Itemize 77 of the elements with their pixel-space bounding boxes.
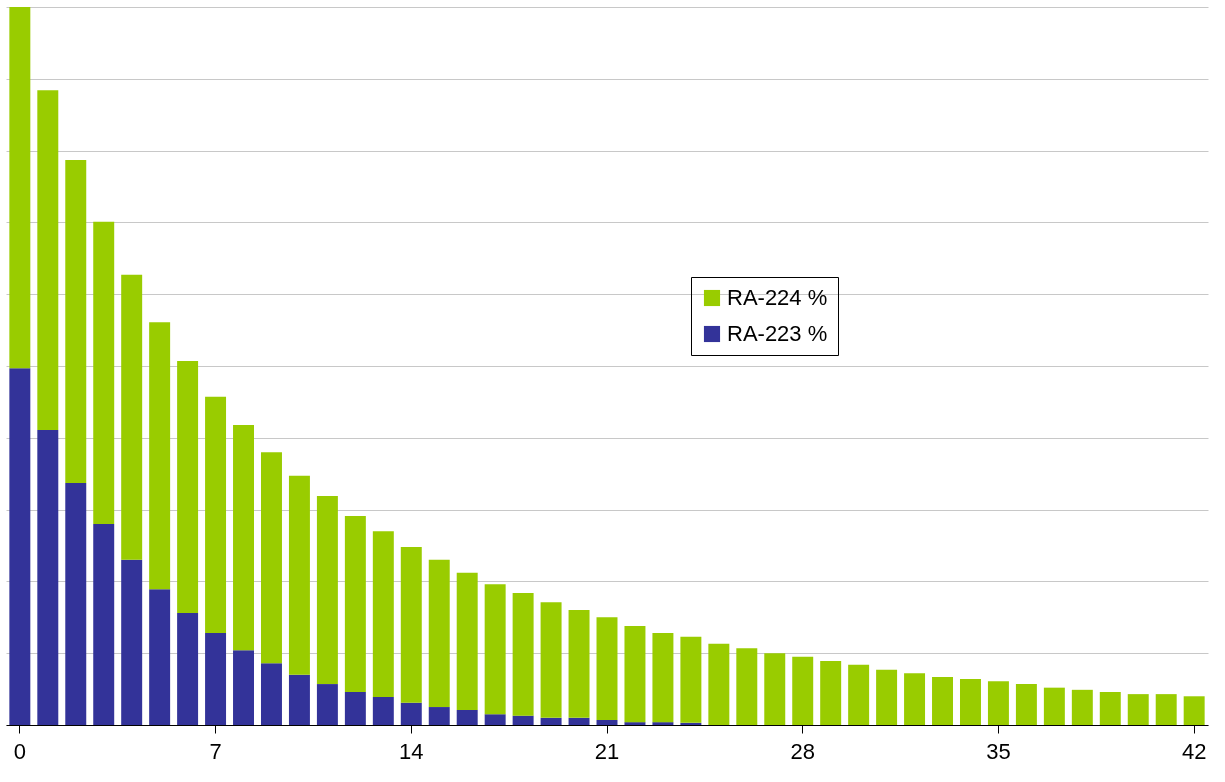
bar — [680, 636, 702, 723]
bar — [540, 717, 562, 725]
bar — [372, 531, 394, 697]
bar — [792, 656, 814, 725]
bar — [456, 709, 478, 725]
bar — [261, 663, 282, 725]
bar — [121, 559, 143, 725]
bar — [624, 625, 646, 723]
bar — [93, 523, 115, 725]
bar — [848, 664, 870, 725]
bar — [652, 722, 674, 725]
bar — [177, 360, 199, 613]
bar — [316, 495, 338, 685]
bar — [428, 707, 450, 725]
bar — [1155, 694, 1177, 725]
bar — [512, 592, 534, 716]
bar — [288, 674, 310, 725]
bar — [959, 679, 981, 725]
bar — [540, 602, 562, 718]
bar — [1127, 694, 1149, 725]
bar — [65, 159, 87, 484]
x-tick-label: 28 — [790, 738, 815, 764]
bar — [372, 697, 394, 725]
bar — [1183, 696, 1205, 725]
bar — [288, 475, 310, 675]
bar — [233, 650, 255, 725]
bar — [316, 684, 338, 725]
bar — [233, 424, 255, 651]
bar — [596, 719, 618, 725]
bar — [708, 643, 730, 725]
bar — [400, 546, 422, 703]
legend-label: RA-223 % — [727, 321, 828, 346]
bar — [37, 429, 59, 725]
bar — [1015, 684, 1037, 725]
bar — [121, 274, 143, 560]
bar — [820, 661, 842, 725]
bar — [456, 572, 478, 710]
bar — [484, 584, 506, 715]
x-tick-label: 7 — [209, 738, 222, 764]
bar — [1099, 691, 1121, 725]
bar — [987, 681, 1009, 725]
bar — [652, 633, 674, 723]
bar — [568, 717, 590, 725]
x-tick-label: 35 — [986, 738, 1011, 764]
bar — [1043, 687, 1065, 725]
bar — [149, 322, 171, 590]
bar — [149, 589, 171, 725]
bar — [680, 722, 702, 725]
bar — [65, 483, 87, 725]
bar — [205, 396, 227, 634]
bar — [205, 633, 227, 725]
bar — [596, 617, 618, 720]
bar — [37, 90, 59, 430]
bar — [764, 653, 786, 725]
bar — [9, 368, 31, 725]
bar — [344, 516, 366, 692]
bar — [512, 715, 534, 725]
legend-label: RA-224 % — [727, 285, 828, 310]
bar — [904, 673, 926, 725]
bar — [428, 559, 450, 708]
x-tick-label: 42 — [1181, 738, 1207, 764]
bar — [484, 714, 506, 725]
bar — [9, 7, 31, 369]
bar — [1071, 689, 1093, 725]
bar — [876, 669, 898, 725]
bar — [568, 610, 590, 718]
x-tick-label: 14 — [399, 738, 424, 764]
bar — [400, 702, 422, 725]
bar — [736, 648, 758, 725]
bar — [177, 612, 199, 725]
bar — [932, 676, 953, 725]
x-tick-label: 0 — [13, 738, 26, 764]
bar — [93, 221, 115, 524]
bar — [624, 722, 646, 725]
x-tick-label: 21 — [594, 738, 620, 764]
bar — [261, 452, 282, 664]
bar — [344, 691, 366, 725]
